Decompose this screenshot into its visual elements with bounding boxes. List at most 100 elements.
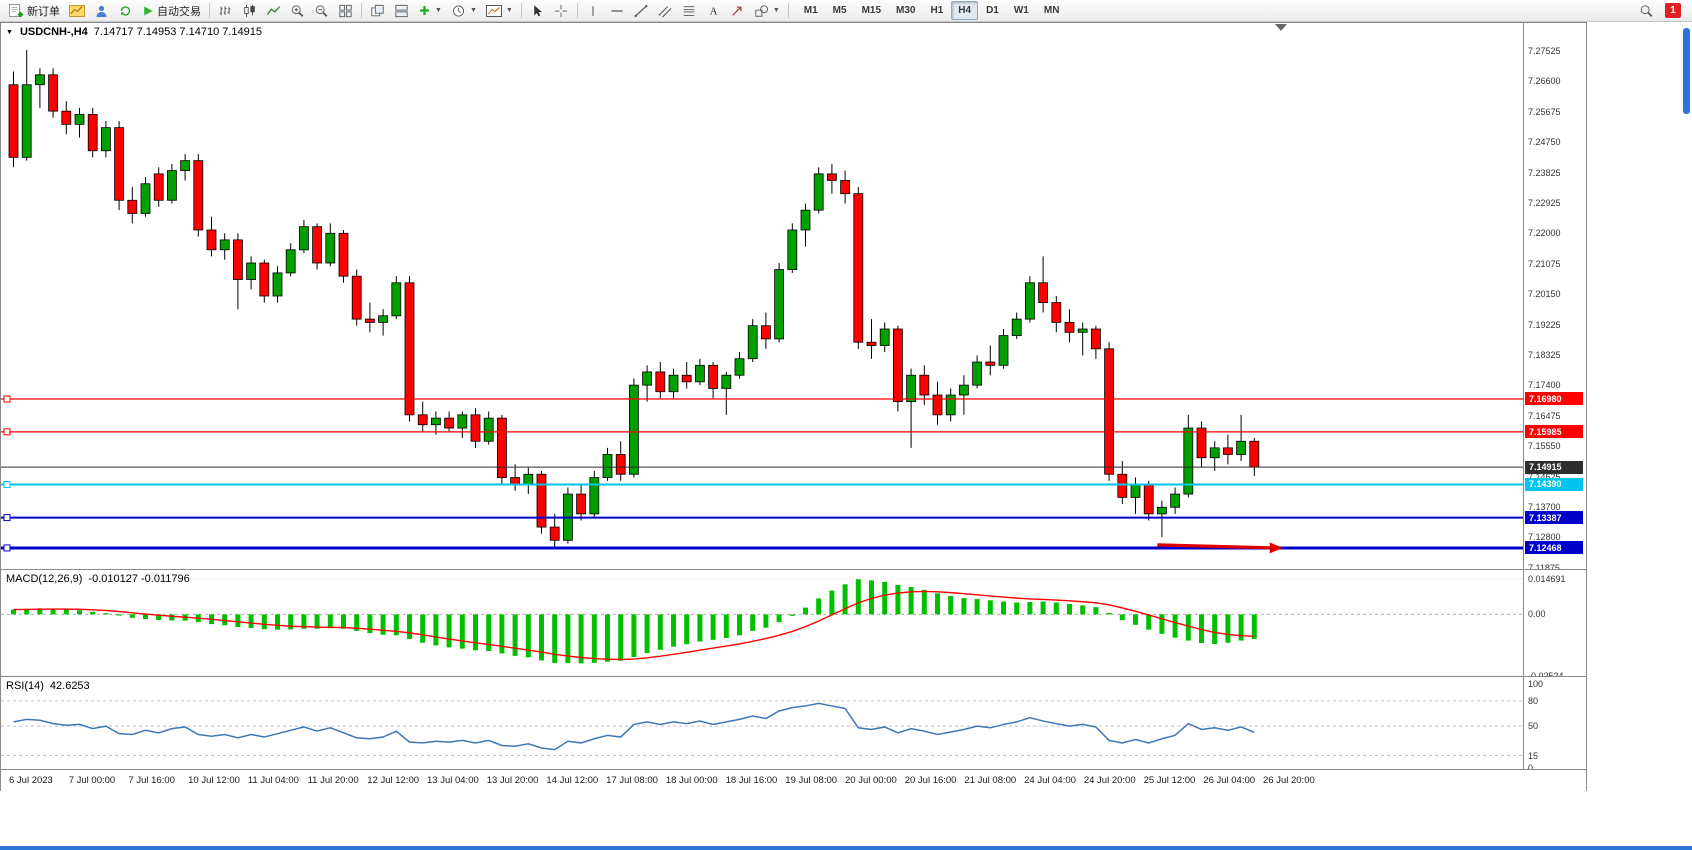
cursor-tool-button[interactable] bbox=[526, 1, 549, 21]
trendline-tool-button[interactable] bbox=[630, 1, 653, 21]
profiles-button[interactable] bbox=[90, 1, 113, 21]
price-badge-7.14390: 7.14390 bbox=[1525, 477, 1583, 491]
new-chart-icon bbox=[69, 4, 85, 18]
axis-label: 7.22925 bbox=[1528, 197, 1561, 208]
indicators-button[interactable]: ▼ bbox=[414, 1, 446, 21]
search-button[interactable] bbox=[1635, 1, 1658, 21]
axis-label: 7.26600 bbox=[1528, 76, 1561, 87]
hline-handle[interactable] bbox=[3, 480, 11, 488]
macd-plot[interactable] bbox=[1, 570, 1523, 676]
line-chart-button[interactable] bbox=[262, 1, 285, 21]
chart-symbol-period: USDCNH-,H4 bbox=[19, 26, 88, 38]
main-toolbar: 新订单 自动交易 ▼ ▼ bbox=[0, 0, 1692, 22]
axis-label: 7.21075 bbox=[1528, 258, 1561, 269]
bottom-scrollbar[interactable] bbox=[0, 846, 1692, 850]
axis-label: 7.20150 bbox=[1528, 289, 1561, 300]
symbol-dropdown-icon[interactable]: ▼ bbox=[6, 28, 13, 36]
bar-chart-button[interactable] bbox=[214, 1, 237, 21]
shapes-tool-button[interactable]: ▼ bbox=[750, 1, 784, 21]
annotation-arrow[interactable] bbox=[1157, 542, 1283, 554]
timeframe-m30[interactable]: M30 bbox=[896, 5, 916, 16]
time-label: 26 Jul 04:00 bbox=[1203, 775, 1256, 786]
hline-handle[interactable] bbox=[3, 514, 11, 522]
rsi-value: 42.6253 bbox=[49, 680, 90, 692]
hline-handle[interactable] bbox=[3, 544, 11, 552]
time-label: 14 Jul 12:00 bbox=[546, 775, 599, 786]
axis-label: -0.02524 bbox=[1528, 670, 1564, 677]
horizontal-line-tool-button[interactable] bbox=[606, 1, 629, 21]
tile-windows-button[interactable] bbox=[334, 1, 357, 21]
macd-histogram-layer bbox=[11, 579, 1257, 664]
price-badge-7.13387: 7.13387 bbox=[1525, 511, 1583, 525]
zoom-in-button[interactable] bbox=[286, 1, 309, 21]
timeframe-w1[interactable]: W1 bbox=[1013, 5, 1029, 16]
templates-button[interactable]: ▼ bbox=[482, 1, 517, 21]
hline-handle[interactable] bbox=[3, 395, 11, 403]
main-chart-panel: ▼ USDCNH-,H4 7.14717 7.14953 7.14710 7.1… bbox=[1, 23, 1586, 570]
rsi-panel: RSI(14) 42.6253 100 80 50 15 0 bbox=[1, 677, 1586, 770]
new-order-button[interactable]: 新订单 bbox=[5, 1, 64, 21]
cascade-windows-button[interactable] bbox=[366, 1, 389, 21]
timeframe-m1[interactable]: M1 bbox=[803, 5, 818, 16]
zoom-out-icon bbox=[314, 4, 329, 18]
time-label: 7 Jul 16:00 bbox=[128, 775, 175, 786]
time-label: 7 Jul 00:00 bbox=[68, 775, 116, 786]
timeframe-m5[interactable]: M5 bbox=[832, 5, 847, 16]
axis-label: 7.27525 bbox=[1528, 45, 1561, 56]
auto-trading-button[interactable]: 自动交易 bbox=[138, 1, 205, 21]
vertical-line-tool-button[interactable] bbox=[582, 1, 605, 21]
timeframe-m15[interactable]: M15 bbox=[861, 5, 882, 16]
svg-text:A: A bbox=[710, 6, 718, 17]
axis-label: 7.14625 bbox=[1528, 471, 1561, 482]
chevron-down-icon: ▼ bbox=[772, 7, 780, 14]
axis-label: 7.25675 bbox=[1528, 106, 1561, 117]
price-badge-7.12468: 7.12468 bbox=[1525, 541, 1583, 555]
time-axis[interactable]: 6 Jul 2023 7 Jul 00:00 7 Jul 16:00 10 Jul 1… bbox=[1, 770, 1586, 792]
bar-chart-icon bbox=[218, 4, 233, 18]
toolbar-separator bbox=[576, 3, 578, 18]
channel-tool-button[interactable] bbox=[654, 1, 677, 21]
refresh-button[interactable] bbox=[114, 1, 137, 21]
time-label: 20 Jul 16:00 bbox=[904, 775, 957, 786]
shapes-tool-icon bbox=[754, 4, 769, 18]
time-label: 18 Jul 00:00 bbox=[665, 775, 718, 786]
periods-button[interactable]: ▼ bbox=[447, 1, 481, 21]
timeframe-h1[interactable]: H1 bbox=[930, 5, 944, 16]
vertical-line-icon bbox=[587, 4, 599, 18]
axis-label: 7.11875 bbox=[1528, 562, 1560, 570]
text-tool-button[interactable]: A bbox=[702, 1, 725, 21]
arrows-tool-button[interactable] bbox=[726, 1, 749, 21]
main-chart-plot[interactable] bbox=[1, 23, 1523, 569]
chart-title: ▼ USDCNH-,H4 7.14717 7.14953 7.14710 7.1… bbox=[6, 26, 262, 38]
template-icon bbox=[485, 4, 502, 18]
rsi-plot[interactable] bbox=[1, 677, 1523, 769]
arrange-windows-button[interactable] bbox=[390, 1, 413, 21]
axis-label: 7.23825 bbox=[1528, 168, 1561, 179]
time-label: 21 Jul 08:00 bbox=[964, 775, 1017, 786]
candlestick-chart-button[interactable] bbox=[238, 1, 261, 21]
axis-label: 7.17400 bbox=[1528, 380, 1561, 391]
vertical-scrollbar[interactable] bbox=[1683, 28, 1690, 114]
crosshair-tool-button[interactable] bbox=[550, 1, 573, 21]
zoom-out-button[interactable] bbox=[310, 1, 333, 21]
time-label: 18 Jul 16:00 bbox=[725, 775, 778, 786]
rsi-indicator-label: RSI(14) 42.6253 bbox=[6, 680, 90, 692]
hline-handle[interactable] bbox=[3, 428, 11, 436]
time-label: 20 Jul 00:00 bbox=[845, 775, 897, 786]
chart-window: ▼ USDCNH-,H4 7.14717 7.14953 7.14710 7.1… bbox=[0, 22, 1587, 792]
macd-indicator-label: MACD(12,26,9) -0.010127 -0.011796 bbox=[6, 573, 190, 585]
arrows-tool-icon bbox=[730, 4, 744, 18]
new-chart-button[interactable] bbox=[65, 1, 89, 21]
timeframe-d1[interactable]: D1 bbox=[986, 5, 999, 16]
horizontal-line-icon bbox=[610, 4, 624, 18]
axis-label: 7.19225 bbox=[1528, 319, 1561, 330]
channel-icon bbox=[658, 4, 672, 18]
fibonacci-tool-button[interactable] bbox=[678, 1, 701, 21]
chart-shift-marker[interactable] bbox=[1275, 24, 1287, 31]
candlestick-chart-icon bbox=[242, 4, 257, 18]
notification-badge[interactable]: 1 bbox=[1665, 3, 1681, 18]
time-label: 13 Jul 20:00 bbox=[486, 775, 539, 786]
candles-layer bbox=[8, 50, 1260, 549]
timeframe-h4[interactable]: H4 bbox=[951, 1, 979, 20]
timeframe-mn[interactable]: MN bbox=[1043, 5, 1060, 16]
